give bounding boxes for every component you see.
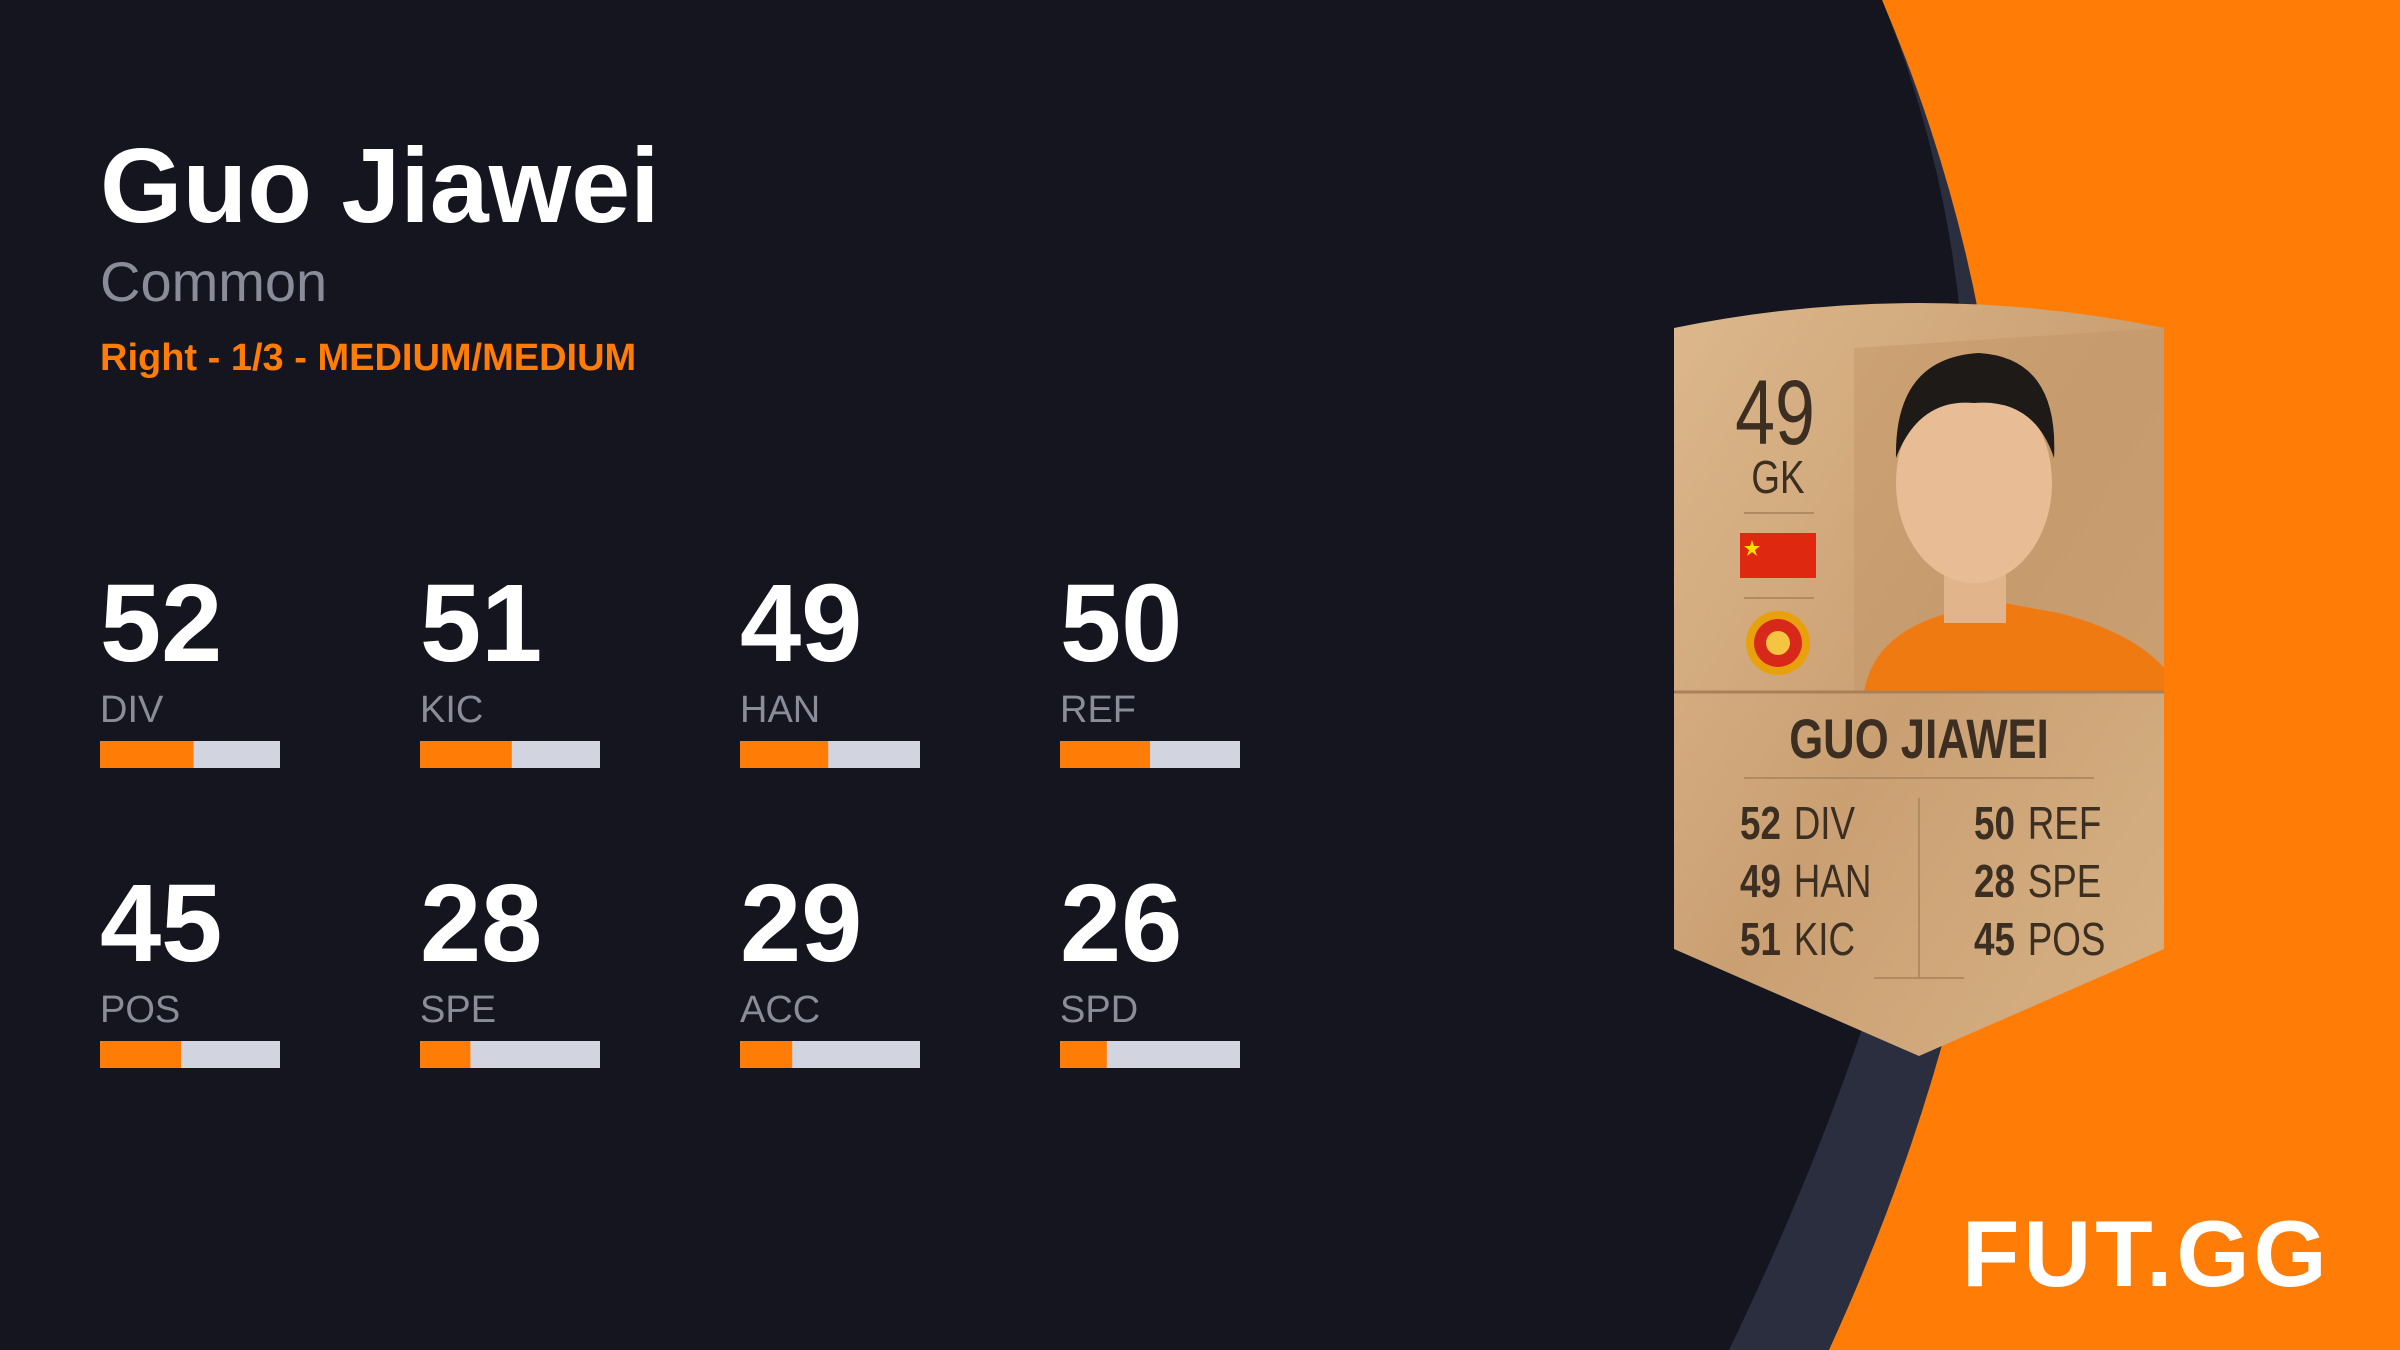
card-stat-value: 51 xyxy=(1740,913,1781,965)
card-stat-label: REF xyxy=(2028,797,2102,849)
card-stat: 50 REF xyxy=(1974,797,2101,849)
stat-label: ACC xyxy=(740,989,820,1031)
stat-bar-fill xyxy=(1060,1041,1107,1068)
player-info: Right - 1/3 - MEDIUM/MEDIUM xyxy=(100,337,636,379)
club-badge xyxy=(1746,611,1810,675)
card-stat-label: HAN xyxy=(1794,855,1872,907)
card-name: GUO JIAWEI xyxy=(1789,708,2049,770)
dark-panel xyxy=(0,0,1968,1350)
card-stat-label: POS xyxy=(2028,913,2106,965)
stat-value: 51 xyxy=(420,562,542,685)
stat-label: DIV xyxy=(100,689,164,731)
stat-value: 29 xyxy=(740,862,862,985)
card-rating: 49 xyxy=(1735,361,1815,464)
flag xyxy=(1740,533,1816,578)
card-stat-label: DIV xyxy=(1794,797,1856,849)
stat-label: POS xyxy=(100,989,180,1031)
stat-bar-fill xyxy=(100,1041,181,1068)
card-stat: 52 DIV xyxy=(1740,797,1855,849)
stat-label: REF xyxy=(1060,689,1136,731)
stat-bar-fill xyxy=(420,1041,471,1068)
stat-bar-fill xyxy=(100,741,194,768)
stat-bar-fill xyxy=(740,741,829,768)
stat-value: 45 xyxy=(100,862,222,985)
player-rarity: Common xyxy=(100,250,327,313)
card-stat-label: SPE xyxy=(2028,855,2102,907)
card-stat-value: 28 xyxy=(1974,855,2015,907)
card-stat: 51 KIC xyxy=(1740,913,1855,965)
logo: FUT.GG xyxy=(1962,1201,2331,1306)
card-stat-value: 49 xyxy=(1740,855,1781,907)
player-photo xyxy=(1864,353,2164,692)
stat-value: 26 xyxy=(1060,862,1182,985)
card-position: GK xyxy=(1751,451,1804,503)
stat-value: 50 xyxy=(1060,562,1182,685)
card-stat-value: 45 xyxy=(1974,913,2015,965)
stat-value: 28 xyxy=(420,862,542,985)
stat-label: KIC xyxy=(420,689,483,731)
card-stat-value: 52 xyxy=(1740,797,1781,849)
card-stat: 28 SPE xyxy=(1974,855,2101,907)
stat-bar-fill xyxy=(420,741,512,768)
stat-bar-fill xyxy=(740,1041,793,1068)
player-name: Guo Jiawei xyxy=(100,127,660,245)
card-stat-label: KIC xyxy=(1794,913,1855,965)
stat-label: HAN xyxy=(740,689,820,731)
stat-value: 52 xyxy=(100,562,222,685)
stat-label: SPE xyxy=(420,989,496,1031)
card-stat: 45 POS xyxy=(1974,913,2105,965)
card-stat-value: 50 xyxy=(1974,797,2015,849)
card-stat: 49 HAN xyxy=(1740,855,1871,907)
stat-label: SPD xyxy=(1060,989,1138,1031)
stat-value: 49 xyxy=(740,562,862,685)
stat-bar-fill xyxy=(1060,741,1150,768)
